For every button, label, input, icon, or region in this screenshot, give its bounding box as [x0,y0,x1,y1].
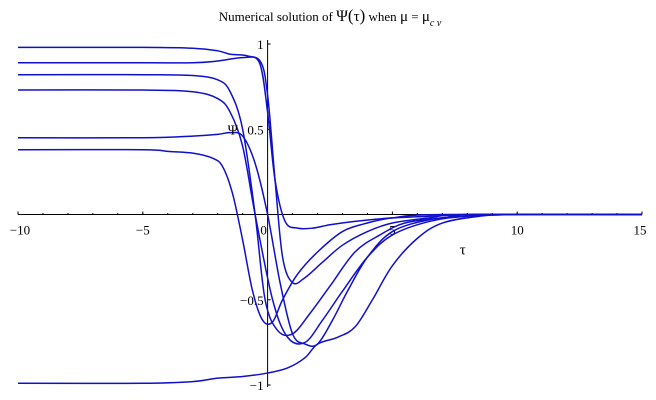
series-line-4 [17,89,643,345]
y-axis-label: Ψ [228,123,239,138]
x-tick-label: 15 [634,223,647,238]
x-axis-label: τ [460,243,466,259]
x-tick-label: −10 [10,223,30,238]
chart-title: Numerical solution of Ψ(τ) when μ = μc v [219,6,442,29]
series-line-7 [17,213,643,385]
series-line-3 [17,73,643,337]
y-tick-label: −0.5 [240,293,264,308]
x-tick-label: 10 [511,223,524,238]
series-line-6 [17,148,643,326]
x-tick-label: 0 [260,223,267,238]
y-tick-label: 0.5 [247,122,263,137]
series-line-2 [18,56,643,285]
series-line-1 [17,46,642,230]
y-tick-label: −1 [250,378,264,393]
series-group [17,46,643,385]
series-line-5 [17,131,643,348]
x-tick-label: −5 [136,223,150,238]
x-tick-label: 5 [389,223,396,238]
y-tick-label: 1 [257,37,264,52]
ticks: −10 −5 0 5 10 15 1 0.5 −0.5 −1 [10,37,647,393]
